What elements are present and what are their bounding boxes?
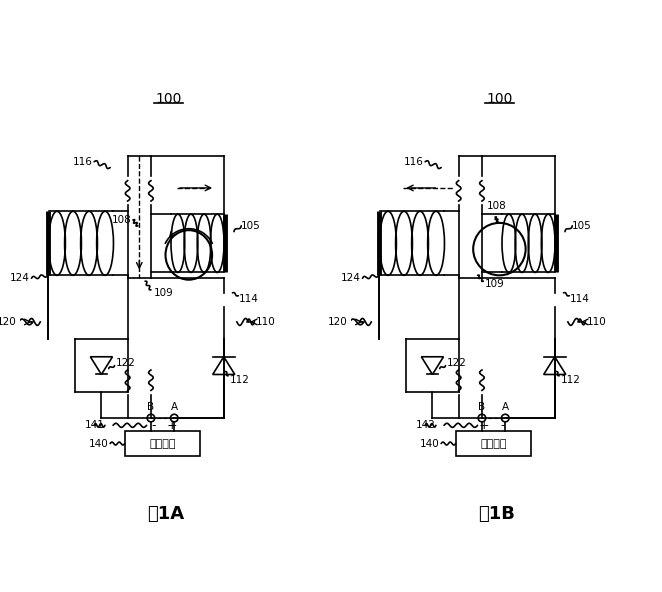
Text: 105: 105 (572, 221, 592, 231)
Text: 控制电路: 控制电路 (150, 439, 176, 449)
Text: 122: 122 (116, 358, 136, 368)
Text: 142: 142 (416, 420, 436, 430)
Text: 116: 116 (73, 157, 93, 167)
Text: 110: 110 (587, 317, 606, 327)
Text: A: A (502, 401, 509, 411)
Text: A: A (171, 401, 178, 411)
Text: 140: 140 (89, 439, 109, 449)
Text: 110: 110 (256, 317, 275, 327)
Text: 108: 108 (487, 201, 506, 211)
Text: 100: 100 (155, 92, 181, 106)
Text: B: B (479, 401, 485, 411)
Text: 116: 116 (404, 157, 424, 167)
Text: 100: 100 (486, 92, 512, 106)
Text: 124: 124 (341, 274, 361, 283)
Text: 图1A: 图1A (147, 506, 184, 523)
Text: 图1B: 图1B (478, 506, 515, 523)
Text: B: B (148, 401, 154, 411)
Text: 141: 141 (85, 420, 105, 430)
Text: 控制电路: 控制电路 (481, 439, 507, 449)
Text: 108: 108 (113, 215, 132, 225)
Text: 124: 124 (10, 274, 30, 283)
Text: 120: 120 (0, 317, 17, 327)
Text: -: - (151, 419, 156, 432)
Text: 109: 109 (154, 288, 173, 298)
Text: 112: 112 (230, 375, 250, 385)
Text: 120: 120 (328, 317, 348, 327)
Text: -: - (500, 419, 505, 432)
Text: +: + (479, 419, 490, 432)
Text: 109: 109 (485, 279, 504, 289)
Text: +: + (167, 419, 177, 432)
Text: 114: 114 (238, 294, 258, 304)
Text: 122: 122 (447, 358, 467, 368)
Text: 140: 140 (420, 439, 440, 449)
Text: 114: 114 (569, 294, 589, 304)
Text: 112: 112 (561, 375, 581, 385)
Text: 105: 105 (241, 221, 261, 231)
